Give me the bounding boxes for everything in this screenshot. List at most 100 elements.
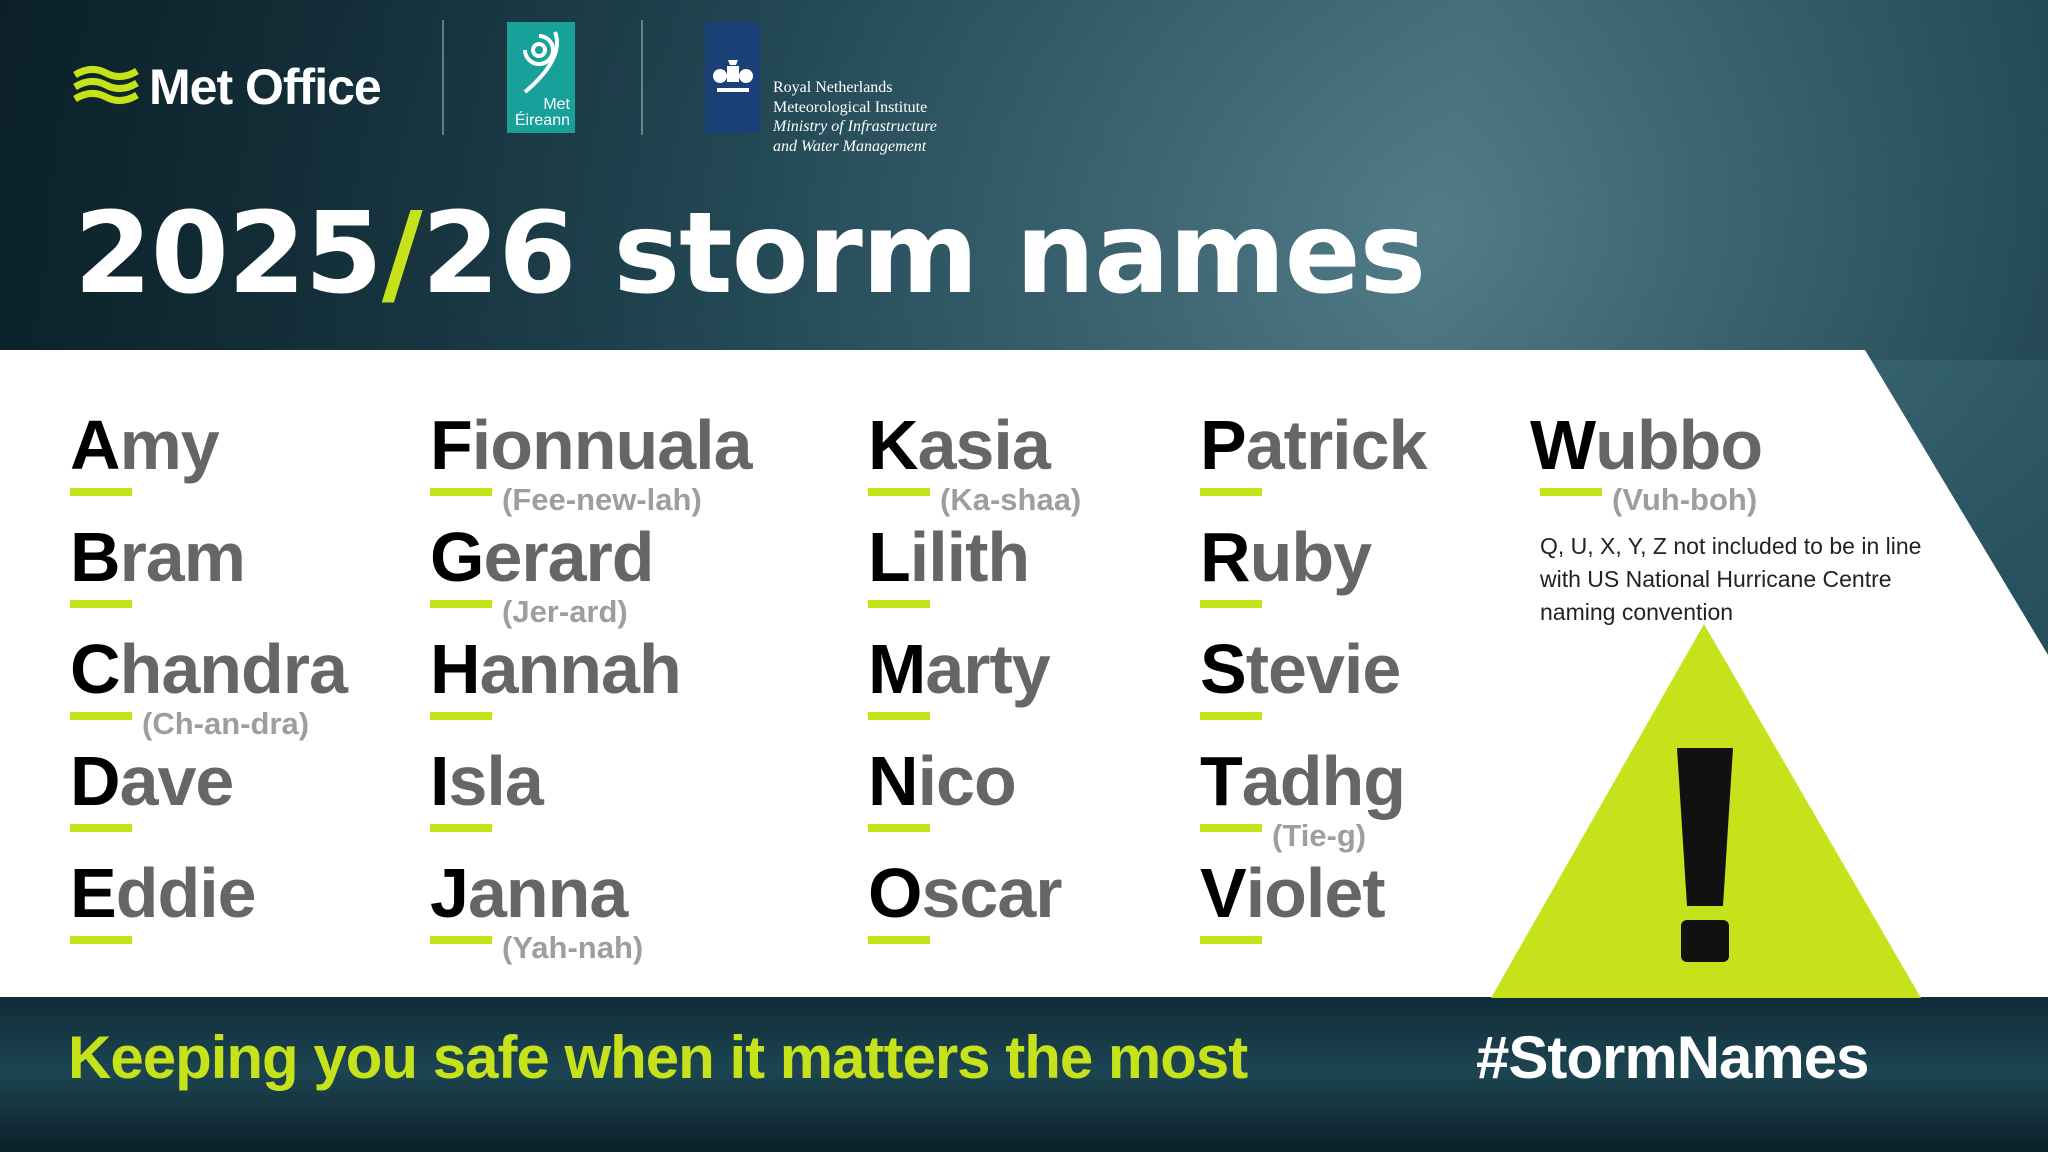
name-underline: [868, 936, 930, 944]
name-underline: [430, 488, 492, 496]
storm-name: Lilith: [868, 522, 1030, 592]
storm-name: Marty: [868, 634, 1051, 704]
pronunciation: (Jer-ard): [502, 594, 628, 629]
storm-name: Gerard: [430, 522, 655, 592]
footer-hashtag: #StormNames: [1476, 1024, 1870, 1091]
knmi-line: Meteorological Institute: [773, 98, 928, 116]
name-rest: uby: [1249, 518, 1372, 596]
storm-name: Oscar: [868, 858, 1063, 928]
name-underline: [70, 600, 132, 608]
name-initial: D: [70, 742, 121, 820]
pronunciation: (Yah-nah): [502, 930, 644, 965]
name-rest: scar: [921, 854, 1062, 932]
name-rest: anna: [467, 854, 628, 932]
name-rest: ico: [917, 742, 1017, 820]
storm-name: Nico: [868, 746, 1017, 816]
storm-name: Wubbo: [1530, 410, 1763, 480]
name-underline: [1200, 488, 1262, 496]
name-rest: erard: [483, 518, 654, 596]
page-title: 2025/26 storm names: [74, 189, 1426, 319]
name-rest: atrick: [1245, 406, 1428, 484]
name-underline: [430, 600, 492, 608]
knmi-crest-logo: [705, 22, 760, 133]
met-eireann-logo: Met Éireann: [507, 22, 575, 133]
name-initial: T: [1200, 742, 1243, 820]
pronunciation: (Fee-new-lah): [502, 482, 702, 517]
name-underline: [1540, 488, 1602, 496]
name-rest: arty: [925, 630, 1050, 708]
name-initial: C: [70, 630, 121, 708]
name-underline: [430, 936, 492, 944]
name-initial: S: [1200, 630, 1247, 708]
name-initial: N: [868, 742, 919, 820]
name-rest: ave: [119, 742, 235, 820]
storm-name: Violet: [1200, 858, 1386, 928]
storm-name: Dave: [70, 746, 234, 816]
name-underline: [1200, 936, 1262, 944]
knmi-line: and Water Management: [773, 137, 927, 155]
met-eireann-text: Met: [543, 96, 570, 113]
name-rest: ilith: [909, 518, 1030, 596]
name-underline: [70, 936, 132, 944]
storm-name: Ruby: [1200, 522, 1372, 592]
storm-name: Janna: [430, 858, 628, 928]
warning-triangle-icon: [1491, 624, 1921, 998]
name-initial: J: [430, 854, 469, 932]
name-underline: [1200, 600, 1262, 608]
name-underline: [868, 824, 930, 832]
storm-name: Eddie: [70, 858, 257, 928]
name-underline: [70, 488, 132, 496]
met-office-waves-icon: [73, 66, 139, 104]
storm-name: Patrick: [1200, 410, 1427, 480]
met-eireann-swirl-icon: [523, 31, 559, 94]
name-rest: sla: [448, 742, 543, 820]
name-initial: A: [70, 406, 121, 484]
name-underline: [70, 824, 132, 832]
name-initial: W: [1530, 406, 1596, 484]
name-underline: [868, 600, 930, 608]
name-underline: [70, 712, 132, 720]
logo-divider: [641, 20, 643, 135]
pronunciation: (Ch-an-dra): [142, 706, 310, 741]
knmi-line: Royal Netherlands: [773, 79, 893, 96]
storm-name: Isla: [430, 746, 544, 816]
name-rest: ubbo: [1595, 406, 1763, 484]
sea-background: [0, 990, 2048, 1152]
name-underline: [868, 712, 930, 720]
storm-name: Kasia: [868, 410, 1051, 480]
name-rest: tevie: [1245, 630, 1402, 708]
pronunciation: (Vuh-boh): [1612, 482, 1758, 517]
name-initial: V: [1200, 854, 1247, 932]
footer-tagline: Keeping you safe when it matters the mos…: [68, 1024, 1248, 1091]
sky-background: [0, 0, 2048, 360]
name-rest: iolet: [1245, 854, 1386, 932]
name-initial: E: [70, 854, 117, 932]
name-rest: ram: [119, 518, 246, 596]
logo-divider: [442, 20, 444, 135]
name-rest: annah: [479, 630, 682, 708]
storm-name: Chandra: [70, 634, 348, 704]
name-rest: adhg: [1241, 742, 1406, 820]
storm-name: Tadhg: [1200, 746, 1406, 816]
name-initial: O: [868, 854, 922, 932]
name-underline: [430, 712, 492, 720]
name-rest: asia: [917, 406, 1051, 484]
name-underline: [1200, 712, 1262, 720]
storm-name: Hannah: [430, 634, 682, 704]
knmi-text: Royal Netherlands Meteorological Institu…: [773, 78, 937, 156]
name-initial: I: [430, 742, 449, 820]
met-office-wordmark: Met Office: [149, 59, 382, 115]
knmi-line: Ministry of Infrastructure: [773, 118, 937, 135]
name-initial: R: [1200, 518, 1251, 596]
storm-name: Bram: [70, 522, 246, 592]
name-initial: G: [430, 518, 484, 596]
name-initial: K: [868, 406, 919, 484]
name-rest: my: [119, 406, 220, 484]
name-initial: L: [868, 518, 911, 596]
name-initial: F: [430, 406, 473, 484]
name-initial: P: [1200, 406, 1247, 484]
name-underline: [868, 488, 930, 496]
excluded-letters-note: Q, U, X, Y, Z not included to be in line…: [1540, 533, 1922, 625]
name-rest: ddie: [115, 854, 257, 932]
name-rest: ionnuala: [471, 406, 753, 484]
